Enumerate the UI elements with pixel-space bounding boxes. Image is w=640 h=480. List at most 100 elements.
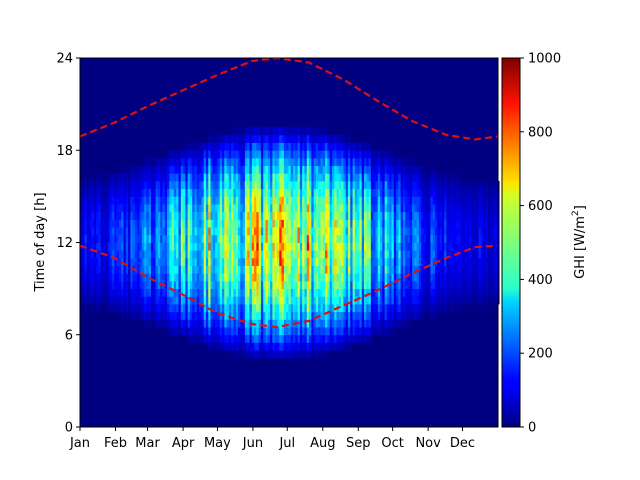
heatmap-cell — [393, 173, 397, 182]
heatmap-cell — [453, 242, 457, 251]
heatmap-cell — [306, 142, 310, 151]
heatmap-cell — [116, 242, 120, 251]
heatmap-cell — [315, 257, 319, 266]
heatmap-cell — [473, 234, 477, 243]
heatmap-cell — [476, 204, 479, 213]
heatmap-cell — [155, 288, 159, 297]
heatmap-cell — [476, 181, 479, 190]
heatmap-cell — [492, 196, 495, 205]
heatmap-cell — [428, 234, 431, 243]
heatmap-cell — [157, 219, 161, 228]
heatmap-cell — [448, 280, 452, 290]
heatmap-cell — [414, 234, 418, 243]
heatmap-cell — [251, 211, 255, 220]
heatmap-cell — [114, 234, 118, 243]
heatmap-cell — [320, 257, 324, 266]
heatmap-cell — [361, 142, 365, 151]
heatmap-cell — [293, 134, 296, 143]
heatmap-cell — [345, 304, 349, 313]
heatmap-cell — [309, 134, 312, 143]
heatmap-cell — [293, 250, 296, 259]
heatmap-cell — [309, 196, 312, 205]
heatmap-cell — [212, 280, 216, 290]
heatmap-column — [384, 150, 388, 336]
heatmap-cell — [407, 304, 411, 313]
heatmap-cell — [112, 265, 115, 274]
heatmap-cell — [91, 173, 95, 182]
heatmap-cell — [260, 157, 264, 167]
heatmap-column — [464, 181, 468, 305]
heatmap-cell — [251, 142, 255, 151]
heatmap-cell — [288, 219, 292, 228]
heatmap-cell — [210, 181, 214, 190]
heatmap-cell — [80, 257, 83, 266]
heatmap-cell — [283, 273, 287, 282]
heatmap-cell — [270, 181, 273, 190]
heatmap-cell — [155, 273, 159, 282]
heatmap-cell — [244, 350, 248, 359]
heatmap-cell — [329, 342, 333, 351]
heatmap-cell — [487, 219, 491, 228]
heatmap-cell — [231, 250, 234, 259]
heatmap-cell — [380, 188, 383, 197]
heatmap-cell — [391, 219, 395, 228]
heatmap-cell — [194, 327, 198, 336]
heatmap-cell — [361, 265, 365, 274]
heatmap-cell — [451, 288, 454, 297]
heatmap-cell — [265, 327, 269, 336]
heatmap-cell — [350, 327, 353, 336]
heatmap-cell — [467, 196, 470, 205]
heatmap-cell — [199, 219, 202, 228]
heatmap-cell — [89, 257, 92, 266]
heatmap-cell — [187, 304, 191, 313]
heatmap-cell — [368, 273, 372, 282]
heatmap-cell — [295, 157, 298, 167]
heatmap-cell — [373, 211, 376, 220]
heatmap-cell — [144, 181, 147, 190]
heatmap-cell — [185, 219, 189, 228]
heatmap-cell — [274, 173, 278, 182]
heatmap-cell — [235, 327, 239, 336]
heatmap-cell — [297, 134, 301, 143]
heatmap-cell — [151, 188, 154, 197]
heatmap-cell — [194, 165, 198, 174]
heatmap-cell — [265, 227, 269, 236]
heatmap-column — [91, 173, 95, 313]
heatmap-cell — [409, 165, 413, 174]
heatmap-cell — [251, 257, 255, 266]
heatmap-cell — [102, 273, 106, 282]
heatmap-cell — [281, 342, 285, 351]
heatmap-cell — [148, 196, 152, 205]
heatmap-cell — [290, 234, 294, 243]
heatmap-cell — [222, 150, 225, 159]
heatmap-cell — [412, 211, 415, 220]
heatmap-cell — [361, 219, 365, 228]
heatmap-cell — [352, 181, 356, 190]
heatmap-cell — [396, 304, 399, 313]
heatmap-cell — [402, 304, 406, 313]
heatmap-cell — [293, 227, 296, 236]
heatmap-cell — [384, 319, 388, 328]
heatmap-cell — [86, 242, 90, 251]
heatmap-cell — [178, 273, 182, 282]
heatmap-cell — [354, 327, 358, 336]
heatmap-cell — [146, 196, 150, 205]
heatmap-cell — [217, 134, 221, 143]
heatmap-cell — [233, 134, 237, 143]
heatmap-cell — [96, 273, 99, 282]
heatmap-cell — [263, 181, 266, 190]
heatmap-cell — [313, 181, 317, 190]
heatmap-cell — [400, 273, 404, 282]
heatmap-cell — [341, 327, 344, 336]
heatmap-cell — [183, 327, 186, 336]
heatmap-cell — [455, 227, 459, 236]
heatmap-cell — [338, 280, 342, 290]
heatmap-cell — [485, 196, 489, 205]
heatmap-cell — [318, 204, 321, 213]
heatmap-cell — [405, 165, 408, 174]
heatmap-cell — [343, 204, 347, 213]
heatmap-cell — [412, 157, 415, 167]
heatmap-column — [134, 165, 138, 320]
heatmap-cell — [407, 288, 411, 297]
heatmap-cell — [386, 327, 390, 336]
